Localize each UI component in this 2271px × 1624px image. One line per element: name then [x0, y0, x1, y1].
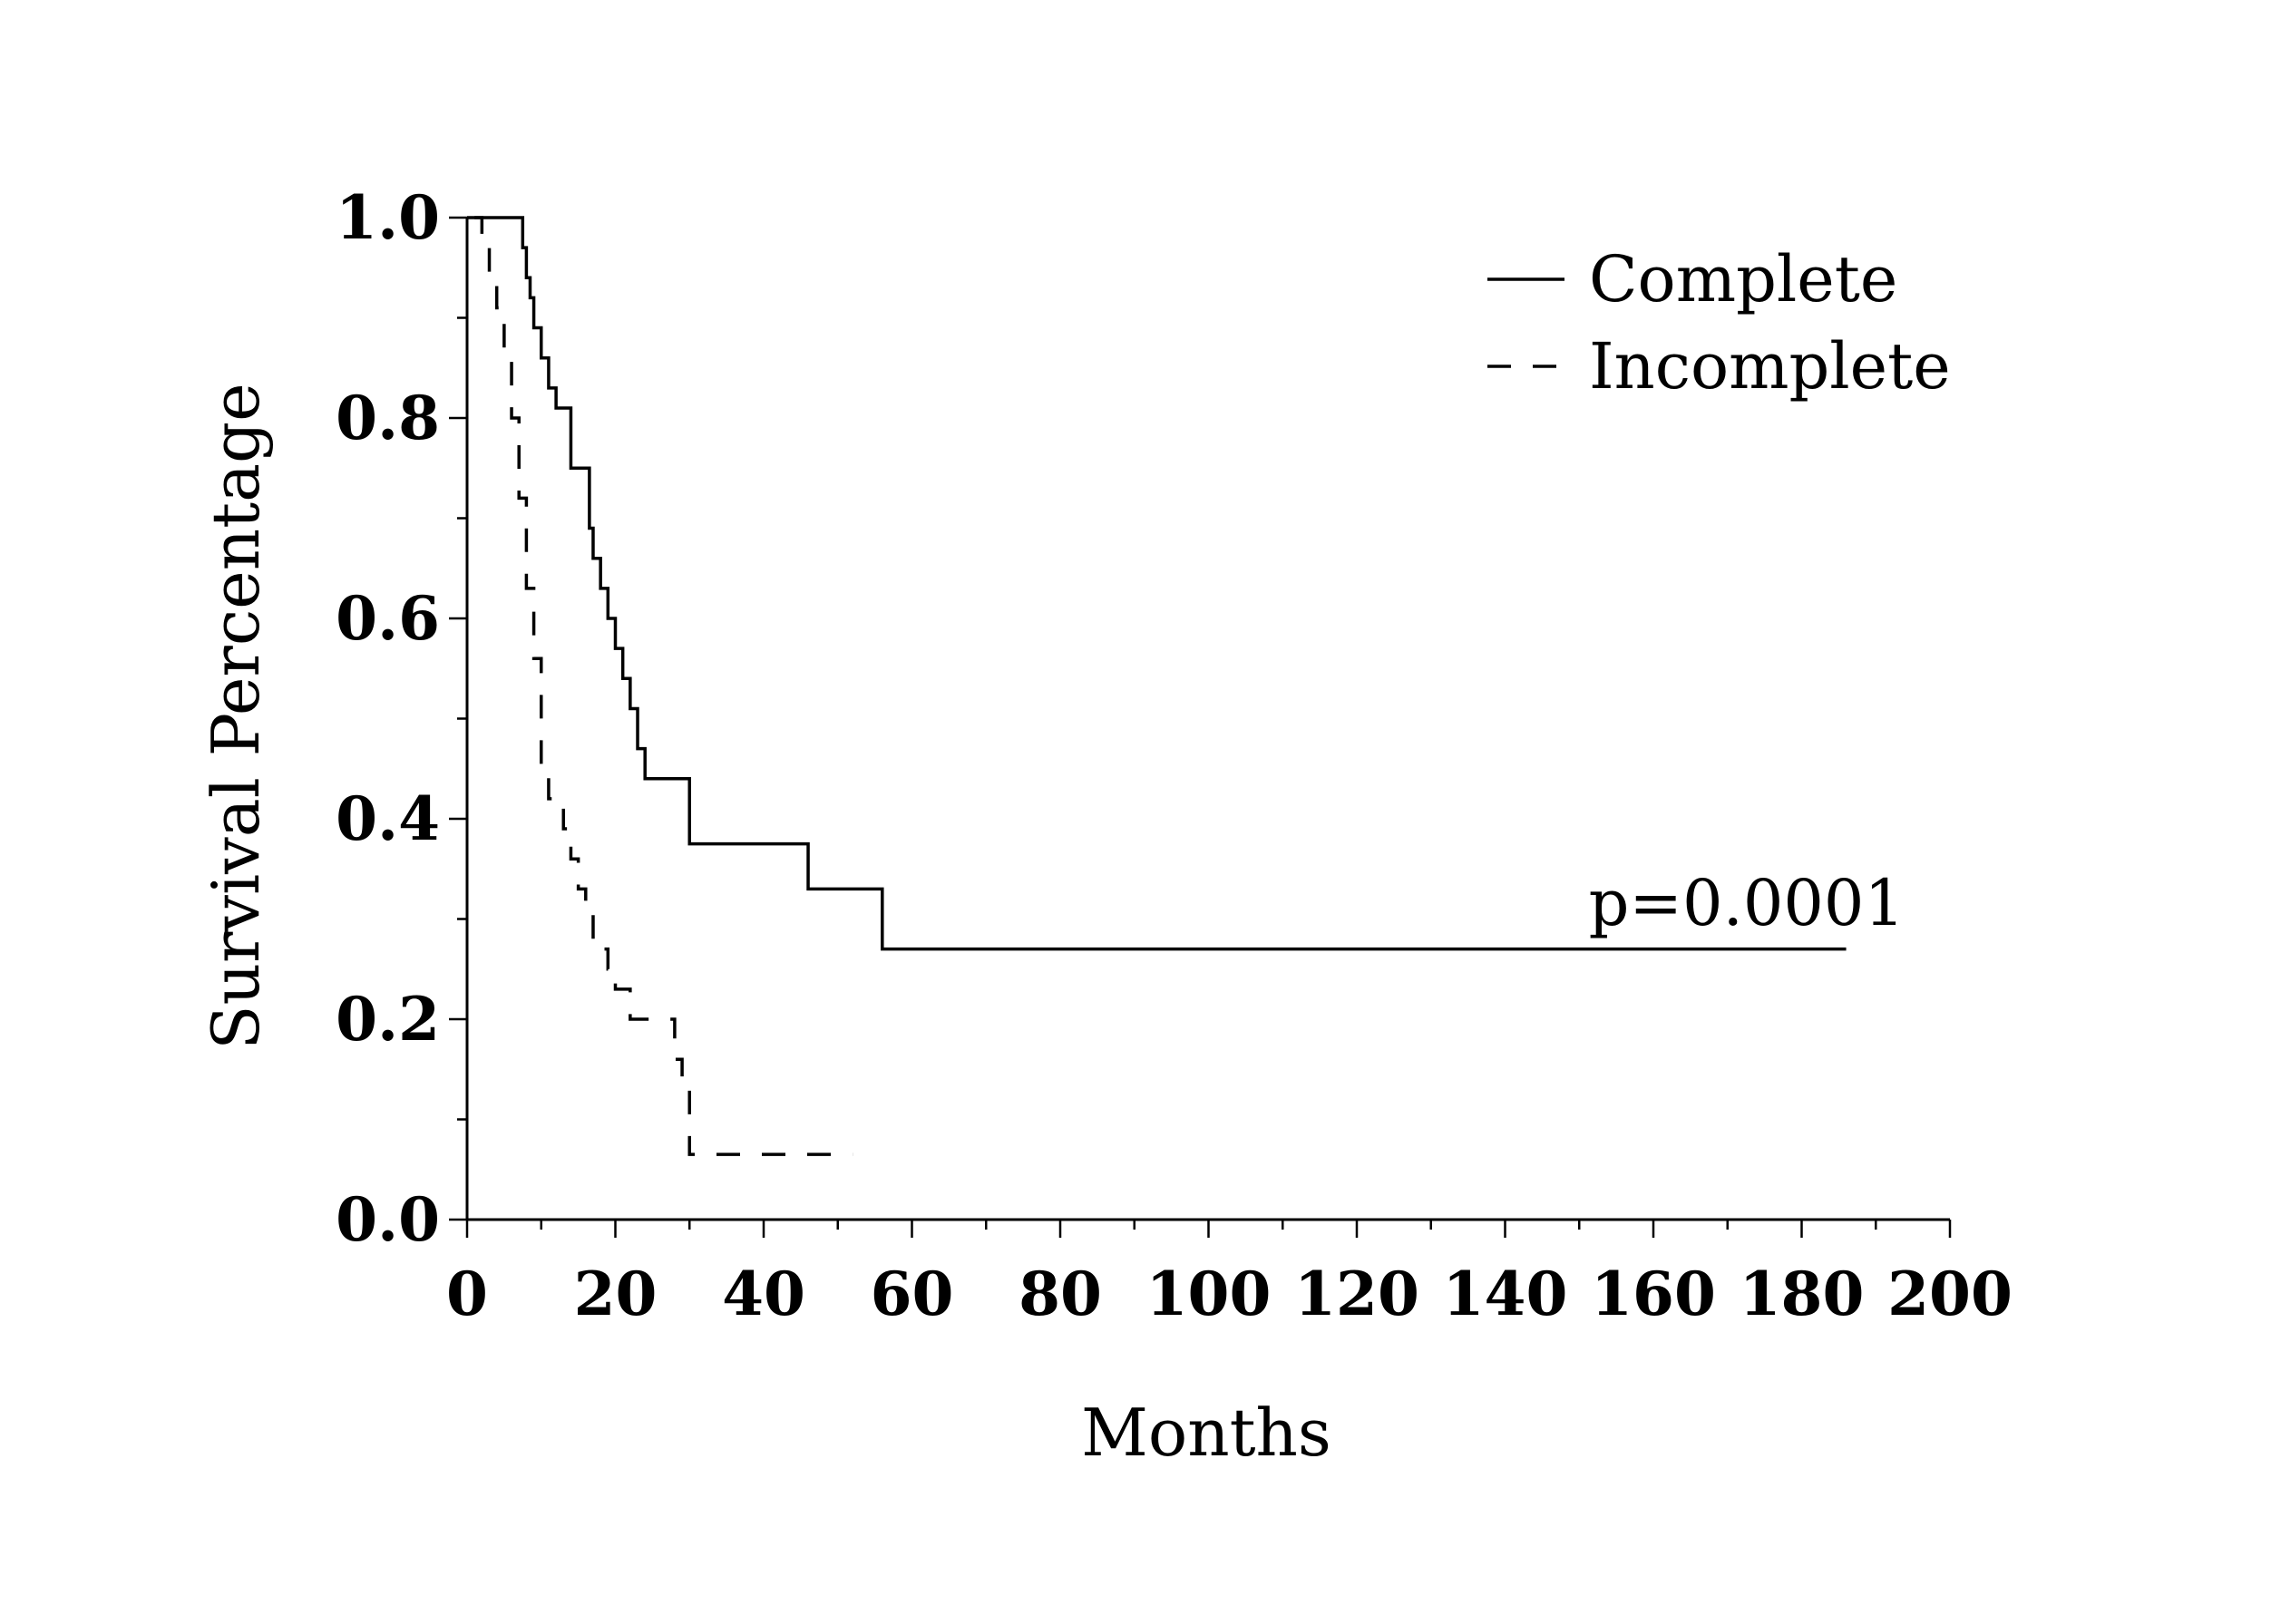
legend-label-complete: Complete — [1589, 242, 1897, 316]
axis-ticks: 0 20 40 60 80 100 120 140 160 180 200 0.0 0.2 0.4 0.6 0… — [336, 182, 2013, 1329]
series-line-complete — [467, 216, 1847, 951]
x-tick-label-0: 0 — [446, 1259, 488, 1329]
x-tick-label-160: 160 — [1591, 1259, 1716, 1329]
x-tick-label-80: 80 — [1019, 1259, 1102, 1329]
legend-label-incomplete: Incomplete — [1589, 329, 1951, 404]
y-tick-label-0.8: 0.8 — [336, 383, 440, 453]
x-tick-label-140: 140 — [1443, 1259, 1568, 1329]
y-axis-title: Survival Percentage — [198, 383, 274, 1049]
y-tick-label-0.2: 0.2 — [336, 984, 440, 1055]
x-tick-label-40: 40 — [722, 1259, 805, 1329]
y-tick-label-0.0: 0.0 — [336, 1184, 440, 1255]
series-line-incomplete — [474, 216, 853, 1156]
legend: Complete Incomplete — [1487, 242, 1951, 404]
y-tick-label-0.6: 0.6 — [336, 583, 440, 654]
y-tick-label-0.4: 0.4 — [336, 783, 440, 854]
x-tick-label-120: 120 — [1294, 1259, 1419, 1329]
x-axis-title: Months — [1081, 1395, 1331, 1471]
x-tick-label-180: 180 — [1740, 1259, 1865, 1329]
x-tick-label-20: 20 — [574, 1259, 658, 1329]
series-group — [467, 216, 1847, 1156]
y-tick-label-1.0: 1.0 — [336, 182, 440, 253]
x-tick-label-100: 100 — [1146, 1259, 1272, 1329]
x-tick-label-200: 200 — [1887, 1259, 2013, 1329]
p-value-annotation: p=0.0001 — [1589, 866, 1905, 940]
x-tick-label-60: 60 — [871, 1259, 954, 1329]
